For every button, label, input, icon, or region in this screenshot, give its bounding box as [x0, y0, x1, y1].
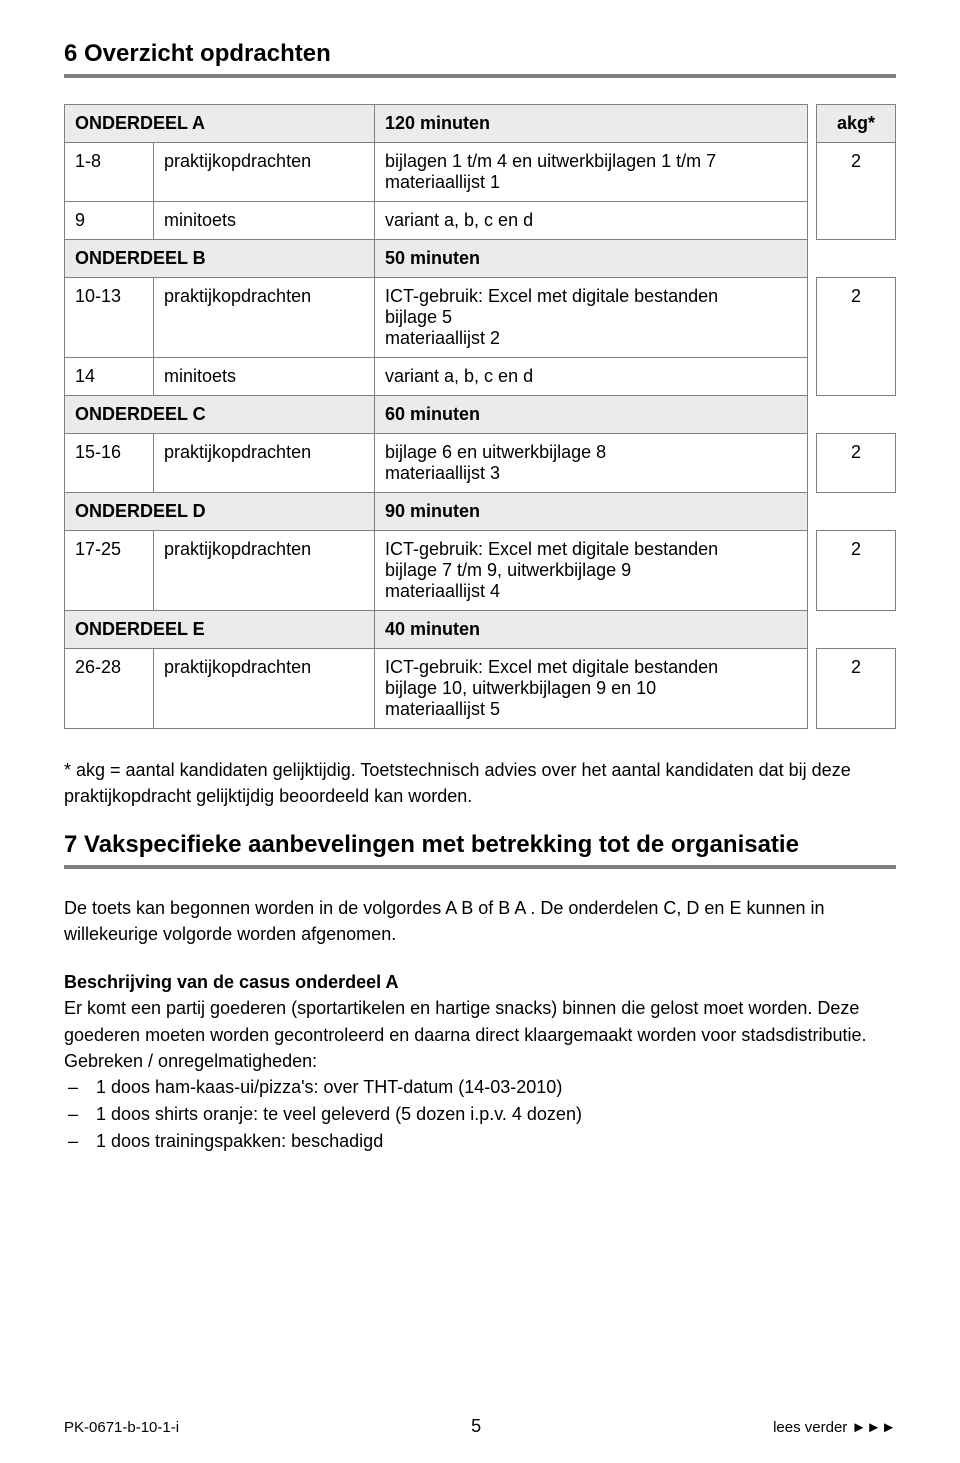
- description-cell: bijlagen 1 t/m 4 en uitwerkbijlagen 1 t/…: [375, 143, 808, 202]
- table-row: 15-16praktijkopdrachtenbijlage 6 en uitw…: [65, 434, 896, 493]
- type-cell: praktijkopdrachten: [154, 434, 375, 493]
- spacer-cell: [808, 434, 817, 493]
- range-cell: 9: [65, 202, 154, 240]
- range-cell: 15-16: [65, 434, 154, 493]
- description-cell: ICT-gebruik: Excel met digitale bestande…: [375, 278, 808, 358]
- table-row: 9minitoetsvariant a, b, c en d: [65, 202, 896, 240]
- akg-footnote: * akg = aantal kandidaten gelijktijdig. …: [64, 757, 896, 809]
- range-cell: 17-25: [65, 531, 154, 611]
- table-row: 17-25praktijkopdrachtenICT-gebruik: Exce…: [65, 531, 896, 611]
- table-row: ONDERDEEL B50 minuten: [65, 240, 896, 278]
- type-cell: minitoets: [154, 358, 375, 396]
- spacer-cell: [808, 202, 817, 240]
- type-cell: minitoets: [154, 202, 375, 240]
- section-header-cell: ONDERDEEL E: [65, 611, 375, 649]
- table-row: 26-28praktijkopdrachtenICT-gebruik: Exce…: [65, 649, 896, 729]
- list-item: 1 doos trainingspakken: beschadigd: [64, 1128, 896, 1155]
- footer-page-number: 5: [471, 1416, 481, 1437]
- akg-cell: 2: [817, 278, 896, 396]
- description-cell: 50 minuten: [375, 240, 808, 278]
- section-header-cell: ONDERDEEL B: [65, 240, 375, 278]
- casus-line-0: Er komt een partij goederen (sportartike…: [64, 995, 896, 1047]
- spacer-cell: [808, 278, 817, 358]
- description-cell: 60 minuten: [375, 396, 808, 434]
- description-cell: ICT-gebruik: Excel met digitale bestande…: [375, 531, 808, 611]
- casus-bullets: 1 doos ham-kaas-ui/pizza's: over THT-dat…: [64, 1074, 896, 1155]
- description-cell: 120 minuten: [375, 105, 808, 143]
- table-row: ONDERDEEL E40 minuten: [65, 611, 896, 649]
- spacer-cell: [808, 611, 817, 649]
- akg-cell: 2: [817, 143, 896, 240]
- section-header-cell: ONDERDEEL A: [65, 105, 375, 143]
- section-header-cell: ONDERDEEL C: [65, 396, 375, 434]
- spacer-cell: [808, 396, 817, 434]
- list-item: 1 doos shirts oranje: te veel geleverd (…: [64, 1101, 896, 1128]
- section-7-intro: De toets kan begonnen worden in de volgo…: [64, 895, 896, 947]
- spacer-cell: [808, 143, 817, 202]
- description-cell: 90 minuten: [375, 493, 808, 531]
- akg-cell: 2: [817, 531, 896, 611]
- casus-line-1: Gebreken / onregelmatigheden:: [64, 1048, 896, 1074]
- akg-cell: 2: [817, 434, 896, 493]
- table-row: ONDERDEEL D90 minuten: [65, 493, 896, 531]
- description-cell: bijlage 6 en uitwerkbijlage 8materiaalli…: [375, 434, 808, 493]
- range-cell: 10-13: [65, 278, 154, 358]
- page-footer: PK-0671-b-10-1-i 5 lees verder ►►►: [64, 1416, 896, 1437]
- section-7-title: 7 Vakspecifieke aanbevelingen met betrek…: [64, 831, 896, 859]
- footer-right: lees verder ►►►: [773, 1419, 896, 1436]
- type-cell: praktijkopdrachten: [154, 278, 375, 358]
- section-6-rule: [64, 74, 896, 78]
- description-cell: 40 minuten: [375, 611, 808, 649]
- range-cell: 1-8: [65, 143, 154, 202]
- assignments-table: ONDERDEEL A120 minutenakg*1-8praktijkopd…: [64, 104, 896, 729]
- akg-cell: 2: [817, 649, 896, 729]
- spacer-cell: [808, 358, 817, 396]
- range-cell: 26-28: [65, 649, 154, 729]
- section-7-rule: [64, 865, 896, 869]
- akg-cell: akg*: [817, 105, 896, 143]
- section-6-title: 6 Overzicht opdrachten: [64, 40, 896, 68]
- list-item: 1 doos ham-kaas-ui/pizza's: over THT-dat…: [64, 1074, 896, 1101]
- type-cell: praktijkopdrachten: [154, 143, 375, 202]
- section-header-cell: ONDERDEEL D: [65, 493, 375, 531]
- table-row: ONDERDEEL C60 minuten: [65, 396, 896, 434]
- page: 6 Overzicht opdrachten ONDERDEEL A120 mi…: [0, 0, 960, 1463]
- type-cell: praktijkopdrachten: [154, 649, 375, 729]
- footer-left: PK-0671-b-10-1-i: [64, 1419, 179, 1436]
- spacer-cell: [808, 649, 817, 729]
- casus-heading: Beschrijving van de casus onderdeel A: [64, 972, 398, 992]
- table-row: 10-13praktijkopdrachtenICT-gebruik: Exce…: [65, 278, 896, 358]
- description-cell: variant a, b, c en d: [375, 202, 808, 240]
- type-cell: praktijkopdrachten: [154, 531, 375, 611]
- table-row: 14minitoetsvariant a, b, c en d: [65, 358, 896, 396]
- table-row: 1-8praktijkopdrachtenbijlagen 1 t/m 4 en…: [65, 143, 896, 202]
- spacer-cell: [808, 105, 817, 143]
- description-cell: variant a, b, c en d: [375, 358, 808, 396]
- spacer-cell: [808, 531, 817, 611]
- range-cell: 14: [65, 358, 154, 396]
- description-cell: ICT-gebruik: Excel met digitale bestande…: [375, 649, 808, 729]
- spacer-cell: [808, 493, 817, 531]
- table-row: ONDERDEEL A120 minutenakg*: [65, 105, 896, 143]
- spacer-cell: [808, 240, 817, 278]
